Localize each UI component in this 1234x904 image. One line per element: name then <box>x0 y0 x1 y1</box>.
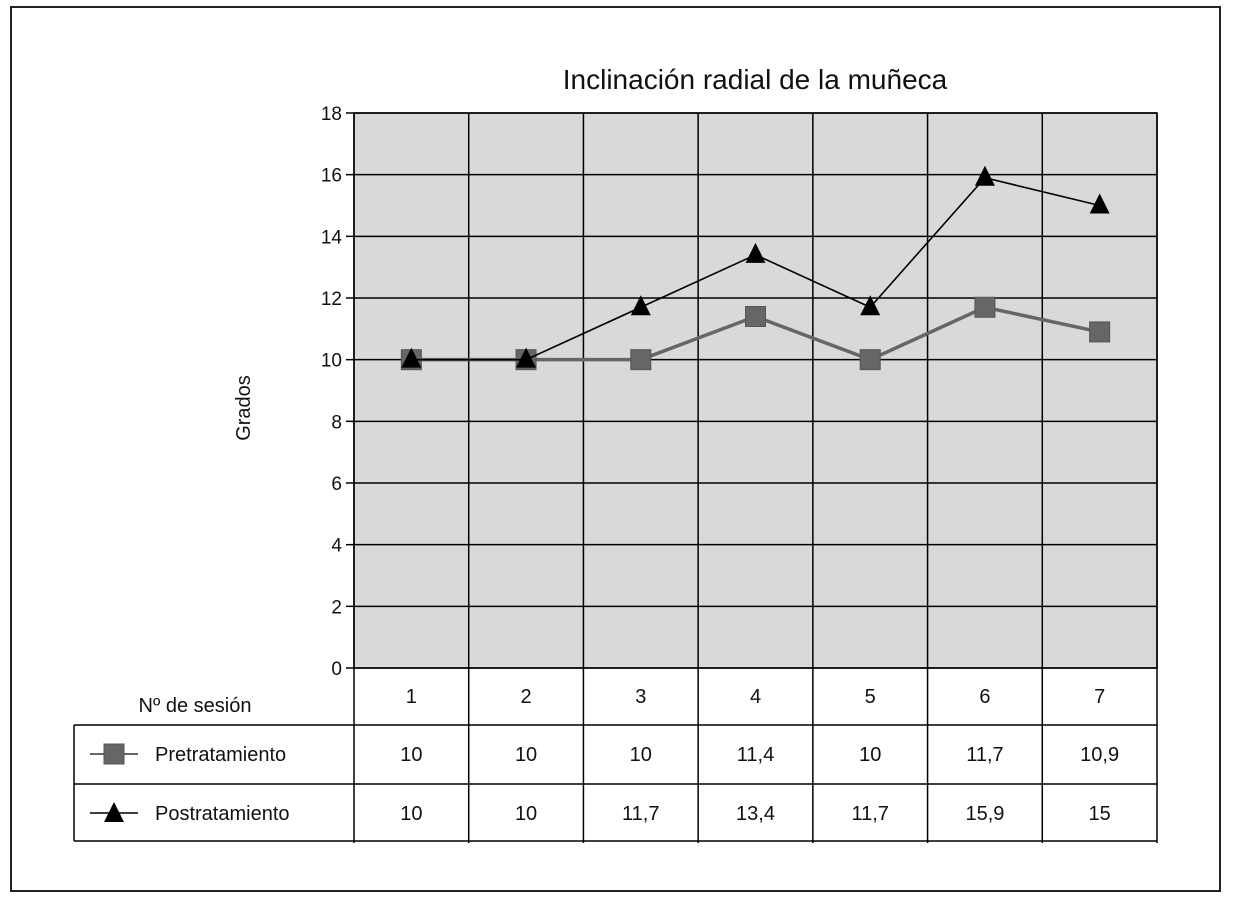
y-tick-label: 10 <box>321 351 342 372</box>
x-axis-label: Nº de sesión <box>139 695 252 717</box>
y-tick-label: 8 <box>331 412 342 433</box>
chart-title: Inclinación radial de la muñeca <box>563 64 948 95</box>
legend-label: Pretratamiento <box>155 744 286 766</box>
data-point-postratamiento <box>745 242 766 263</box>
category-label: 5 <box>865 686 876 708</box>
table-cell-value: 11,7 <box>851 803 888 825</box>
legend-triangle-marker <box>104 802 124 822</box>
data-point-postratamiento <box>860 295 881 316</box>
category-label: 3 <box>635 686 646 708</box>
data-point-pretratamiento <box>974 296 996 318</box>
y-tick-label: 14 <box>321 227 343 248</box>
table-cell-value: 10 <box>400 744 422 766</box>
table-cell-value: 15 <box>1089 803 1111 825</box>
table-cell-value: 10 <box>515 803 537 825</box>
table-cell-value: 11,7 <box>622 803 659 825</box>
data-point-pretratamiento <box>630 349 652 371</box>
table-cell-value: 11,4 <box>737 744 774 766</box>
table-cell-value: 11,7 <box>966 744 1003 766</box>
data-point-postratamiento <box>1089 193 1110 214</box>
y-axis-label: Grados <box>233 375 255 441</box>
plot-background <box>353 112 1158 669</box>
data-point-pretratamiento <box>1089 321 1111 343</box>
category-label: 7 <box>1094 686 1105 708</box>
data-point-pretratamiento <box>745 306 766 327</box>
table-cell-value: 13,4 <box>736 803 775 825</box>
table-cell-value: 10 <box>859 744 881 766</box>
data-point-pretratamiento <box>859 349 881 371</box>
table-cell-value: 10,9 <box>1080 744 1119 766</box>
data-table: 1 2 3 4 5 6 7 Pretratamiento 10 10 10 11,4 10 11,7 10,… <box>73 686 1157 842</box>
table-cell-value: 10 <box>400 803 422 825</box>
data-point-postratamiento <box>974 165 995 186</box>
data-point-postratamiento <box>516 347 537 368</box>
y-tick-label: 16 <box>321 166 342 187</box>
legend-square-marker <box>103 743 125 765</box>
data-point-postratamiento <box>401 347 422 368</box>
category-label: 6 <box>979 686 990 708</box>
y-tick-label: 18 <box>321 104 342 125</box>
y-tick-label: 6 <box>331 474 342 495</box>
y-tick-label: 2 <box>331 597 342 618</box>
legend-label: Postratamiento <box>155 803 290 825</box>
data-point-postratamiento <box>630 295 651 316</box>
y-tick-label: 0 <box>331 659 342 680</box>
category-label: 4 <box>750 686 761 708</box>
category-label: 1 <box>406 686 417 708</box>
table-cell-value: 10 <box>515 744 537 766</box>
y-tick-label: 4 <box>331 536 342 557</box>
table-cell-value: 15,9 <box>965 803 1004 825</box>
y-tick-label: 12 <box>321 289 342 310</box>
table-cell-value: 10 <box>630 744 652 766</box>
chart-frame <box>10 6 1221 892</box>
category-label: 2 <box>521 686 532 708</box>
